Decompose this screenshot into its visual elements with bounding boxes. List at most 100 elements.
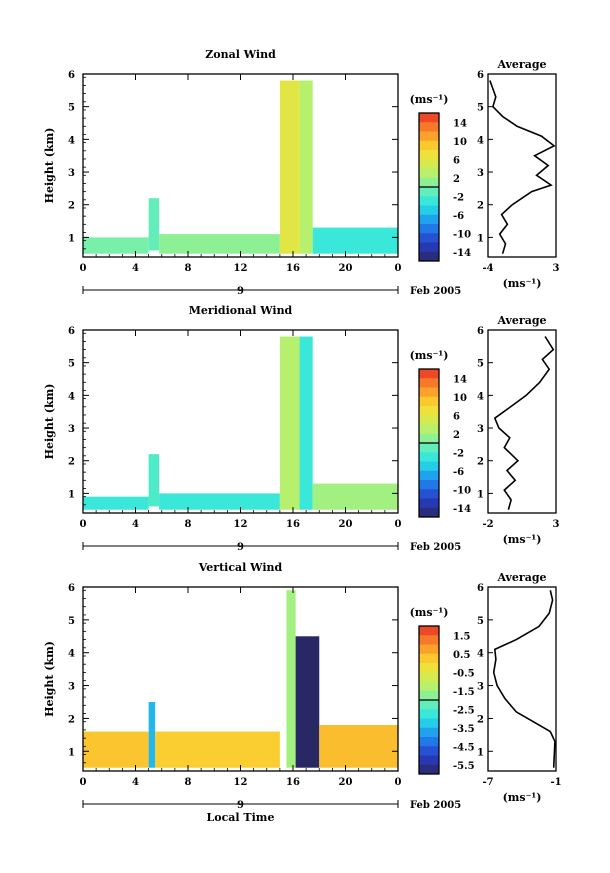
colorbar-segment — [419, 672, 439, 682]
x-tick-label: 0 — [80, 519, 87, 530]
colorbar-segment — [419, 470, 439, 481]
x-tick-label: 12 — [234, 263, 248, 274]
colorbar-segment — [419, 396, 439, 407]
colorbar-segment — [419, 755, 439, 766]
data-cell-5 — [299, 336, 313, 510]
profile-line — [492, 590, 556, 768]
date-mark: 9 — [237, 800, 244, 811]
profile-y-tick-label: 6 — [477, 70, 484, 81]
profile-y-tick-label: 3 — [477, 168, 484, 179]
colorbar-tick-label: -10 — [453, 229, 471, 240]
data-cell-3 — [159, 234, 280, 254]
colorbar-segment — [419, 378, 439, 388]
profile-y-tick-label: 2 — [477, 201, 484, 212]
y-tick-label: 6 — [68, 70, 75, 81]
colorbar-segment — [419, 387, 439, 398]
data-cell-5 — [299, 80, 313, 254]
profile-x-label: (ms⁻¹) — [503, 277, 542, 290]
y-tick-label: 5 — [68, 103, 75, 114]
colorbar-tick-label: 6 — [453, 411, 460, 422]
x-tick-label: 16 — [286, 777, 300, 788]
colorbar-segment — [419, 159, 439, 169]
colorbar-tick-label: 6 — [453, 155, 460, 166]
colorbar-segment — [419, 461, 439, 472]
colorbar-segment — [419, 452, 439, 462]
colorbar-segment — [419, 424, 439, 435]
date-label: Feb 2005 — [410, 286, 461, 297]
colorbar-segment — [419, 764, 439, 775]
profile-title: Average — [496, 58, 546, 71]
chart-title: Meridional Wind — [189, 304, 293, 317]
data-cell-4 — [279, 80, 300, 254]
profile-frame — [487, 586, 557, 772]
x-tick-label: 4 — [132, 777, 139, 788]
profile-x-tick-label: -2 — [482, 519, 493, 530]
colorbar-tick-label: 0.5 — [453, 650, 470, 661]
x-tick-label: 4 — [132, 263, 139, 274]
colorbar-segment — [419, 663, 439, 673]
profile-y-tick-label: 4 — [477, 391, 484, 402]
x-tick-label: 8 — [185, 777, 192, 788]
colorbar-tick-label: 10 — [453, 137, 467, 148]
profile-x-tick-label: -7 — [482, 777, 493, 788]
colorbar-tick-label: -10 — [453, 485, 471, 496]
y-tick-label: 4 — [68, 391, 75, 402]
data-cell-2 — [148, 454, 160, 507]
profile-y-tick-label: 3 — [477, 424, 484, 435]
colorbar-segment — [419, 187, 439, 197]
colorbar-segment — [419, 406, 439, 416]
colorbar-segment — [419, 690, 439, 701]
data-cell-6 — [319, 725, 398, 768]
profile-x-tick-label: 3 — [553, 519, 560, 530]
colorbar-segment — [419, 415, 439, 425]
data-cell-4 — [279, 336, 300, 510]
data-cell-1 — [83, 237, 149, 254]
colorbar-segment — [419, 233, 439, 243]
colorbar-segment — [419, 498, 439, 509]
colorbar-segment — [419, 635, 439, 645]
data-cell-4 — [286, 590, 296, 768]
x-tick-label: 12 — [234, 519, 248, 530]
colorbar-segment — [419, 433, 439, 444]
x-tick-label: 0 — [395, 777, 402, 788]
colorbar-tick-label: 10 — [453, 393, 467, 404]
data-cell-2 — [148, 702, 156, 768]
colorbar-segment — [419, 480, 439, 490]
profile-y-tick-label: 3 — [477, 682, 484, 693]
x-tick-label: 8 — [185, 519, 192, 530]
date-label: Feb 2005 — [410, 542, 461, 553]
x-tick-label: 20 — [339, 263, 353, 274]
colorbar-segment — [419, 224, 439, 234]
colorbar-segment — [419, 150, 439, 160]
x-tick-label: 16 — [286, 519, 300, 530]
colorbar-segment — [419, 653, 439, 664]
colorbar-tick-label: -6 — [453, 211, 464, 222]
profile-y-tick-label: 2 — [477, 457, 484, 468]
colorbar-segment — [419, 122, 439, 132]
date-mark: 9 — [237, 542, 244, 553]
profile-y-tick-label: 5 — [477, 616, 484, 627]
colorbar-segment — [419, 251, 439, 262]
data-cell-3 — [155, 731, 280, 768]
profile-x-tick-label: 3 — [553, 263, 560, 274]
y-tick-label: 6 — [68, 326, 75, 337]
chart-title: Zonal Wind — [205, 48, 276, 61]
y-tick-label: 3 — [68, 682, 75, 693]
colorbar-segment — [419, 140, 439, 151]
colorbar-segment — [419, 746, 439, 756]
profile-y-tick-label: 4 — [477, 649, 484, 660]
x-tick-label: 0 — [80, 777, 87, 788]
x-tick-label: 8 — [185, 263, 192, 274]
x-tick-label: 0 — [395, 519, 402, 530]
colorbar-tick-label: -1.5 — [453, 687, 475, 698]
y-tick-label: 3 — [68, 168, 75, 179]
colorbar-tick-label: 2 — [453, 430, 460, 441]
profile-y-tick-label: 5 — [477, 359, 484, 370]
x-tick-label: 20 — [339, 777, 353, 788]
chart-title: Vertical Wind — [198, 561, 283, 574]
colorbar-segment — [419, 737, 439, 747]
colorbar-unit: (ms⁻¹) — [410, 93, 449, 106]
y-tick-label: 1 — [68, 489, 75, 500]
